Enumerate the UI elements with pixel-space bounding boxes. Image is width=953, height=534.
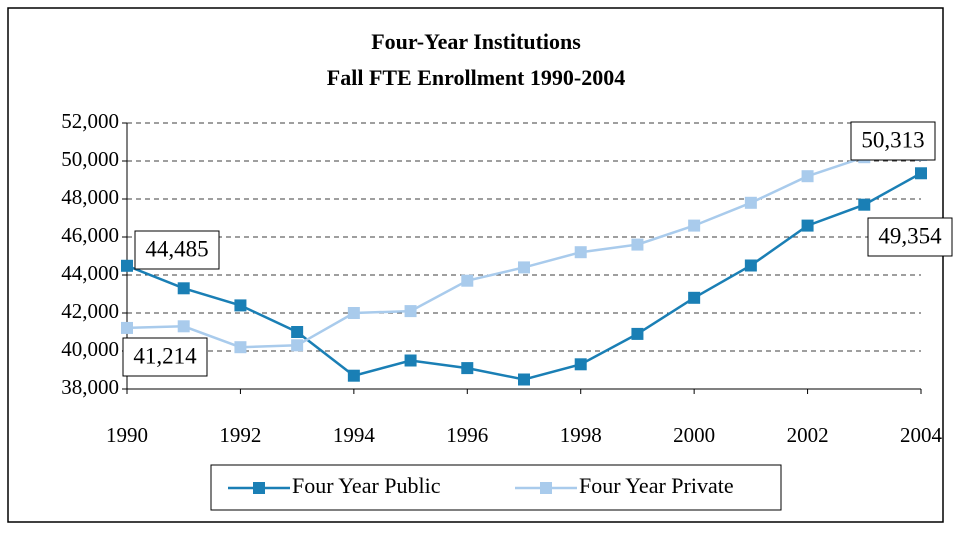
x-tick-label: 1990: [106, 423, 148, 447]
data-point: [518, 261, 530, 274]
data-label: 44,485: [145, 236, 208, 261]
y-tick-label: 44,000: [61, 261, 119, 285]
data-label: 50,313: [861, 127, 924, 152]
legend-label: Four Year Public: [292, 473, 441, 498]
data-point: [461, 362, 474, 375]
x-tick-label: 1992: [219, 423, 261, 447]
data-point: [574, 358, 587, 371]
data-point: [291, 326, 304, 338]
data-point: [744, 196, 757, 209]
data-label-box: [850, 121, 936, 161]
data-point: [801, 170, 814, 183]
x-tick-label: 1994: [333, 423, 376, 447]
data-point: [631, 327, 644, 340]
data-point: [858, 198, 871, 211]
x-tick-label: 2004: [900, 423, 943, 447]
data-point: [347, 369, 360, 382]
data-point: [177, 282, 190, 295]
data-point: [291, 339, 304, 352]
y-tick-label: 38,000: [61, 375, 119, 399]
y-tick-label: 40,000: [61, 337, 119, 361]
legend-marker: [540, 482, 552, 494]
legend-label: Four Year Private: [579, 473, 734, 498]
y-tick-label: 50,000: [61, 147, 119, 171]
data-point: [461, 274, 474, 287]
data-point: [404, 305, 417, 318]
data-point: [574, 246, 587, 259]
data-label: 41,214: [133, 343, 197, 368]
data-point: [915, 167, 927, 180]
x-tick-label: 1998: [560, 423, 602, 447]
y-tick-label: 46,000: [61, 223, 119, 247]
data-point: [121, 321, 133, 334]
y-tick-label: 42,000: [61, 299, 119, 323]
data-point: [518, 373, 530, 386]
x-tick-label: 1996: [446, 423, 488, 447]
data-point: [177, 320, 190, 333]
legend-box: [210, 464, 782, 511]
x-tick-label: 2000: [673, 423, 715, 447]
data-label-box: [134, 230, 220, 270]
chart-subtitle: Fall FTE Enrollment 1990-2004: [327, 65, 625, 90]
data-point: [801, 219, 814, 232]
data-label-box: [122, 337, 208, 377]
y-tick-label: 48,000: [61, 185, 119, 209]
data-point: [404, 354, 417, 367]
data-point: [744, 259, 757, 272]
data-point: [688, 291, 701, 304]
y-tick-label: 52,000: [61, 109, 119, 133]
data-point: [121, 259, 133, 272]
data-point: [234, 299, 247, 312]
data-point: [631, 238, 644, 251]
data-point: [234, 341, 247, 354]
data-label-box: [867, 217, 953, 257]
legend-marker: [253, 482, 265, 494]
x-tick-label: 2002: [787, 423, 829, 447]
data-label: 49,354: [878, 223, 942, 248]
data-point: [688, 219, 701, 232]
data-point: [347, 307, 360, 319]
chart-title: Four-Year Institutions: [371, 29, 581, 54]
